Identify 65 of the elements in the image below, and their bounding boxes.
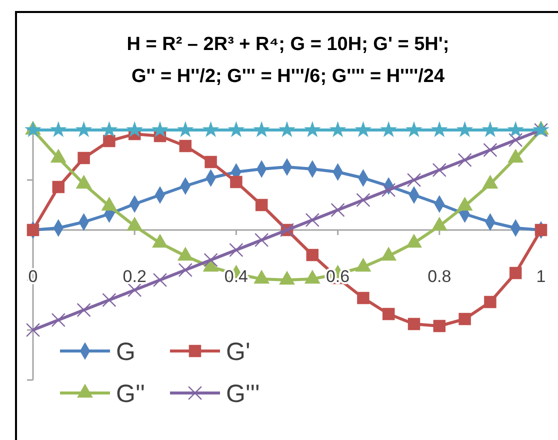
point — [306, 248, 319, 262]
point — [458, 312, 471, 326]
point — [128, 282, 142, 298]
point — [100, 121, 118, 138]
point — [204, 156, 217, 168]
point — [357, 292, 370, 304]
point — [406, 172, 422, 188]
point — [50, 121, 67, 138]
point — [26, 224, 40, 236]
point — [176, 121, 194, 138]
x-tick-label: 1 — [536, 267, 546, 286]
point — [432, 162, 446, 178]
point — [382, 182, 396, 198]
point — [483, 142, 498, 158]
point — [152, 121, 168, 138]
point — [254, 232, 269, 248]
point — [406, 121, 422, 138]
legend-label: G' — [226, 338, 250, 366]
point — [228, 121, 245, 138]
point — [354, 121, 372, 138]
chart-title: H = R² – 2R³ + R⁴; G = 10H; G' = 5H'; — [126, 34, 450, 55]
point — [152, 272, 168, 288]
point — [456, 121, 474, 138]
point — [408, 318, 420, 330]
point — [102, 292, 116, 308]
point — [26, 322, 40, 338]
x-tick-label: 0 — [28, 267, 38, 286]
x-tick-label: 0.8 — [428, 267, 452, 286]
point — [253, 121, 270, 138]
point — [507, 121, 524, 138]
point — [204, 252, 218, 268]
point — [103, 134, 116, 148]
point — [329, 121, 346, 138]
point — [482, 121, 499, 138]
point — [305, 212, 320, 228]
legend-label: G'' — [116, 380, 145, 408]
point — [458, 152, 472, 168]
point — [508, 132, 523, 148]
point — [178, 262, 192, 278]
point — [202, 121, 220, 138]
chart-subtitle: G'' = H''/2; G''' = H'''/6; G'''' = H''''/24 — [131, 66, 445, 87]
point — [380, 121, 398, 138]
point — [330, 202, 345, 218]
point — [382, 308, 395, 320]
point — [534, 224, 548, 236]
point — [304, 121, 321, 138]
point — [76, 302, 91, 318]
point — [51, 312, 66, 328]
point — [229, 242, 244, 258]
point — [430, 121, 448, 138]
point — [278, 121, 296, 138]
point — [52, 180, 65, 194]
point — [356, 192, 370, 208]
legend-label: G — [116, 338, 136, 366]
point — [433, 320, 446, 332]
point — [75, 121, 92, 138]
point — [230, 176, 242, 188]
point — [126, 121, 144, 138]
x-tick-label: 0.2 — [122, 267, 146, 286]
legend-label: G''' — [226, 380, 260, 408]
point — [484, 296, 496, 308]
point — [78, 152, 90, 164]
point — [509, 266, 522, 280]
point — [255, 198, 268, 212]
point — [179, 140, 192, 152]
